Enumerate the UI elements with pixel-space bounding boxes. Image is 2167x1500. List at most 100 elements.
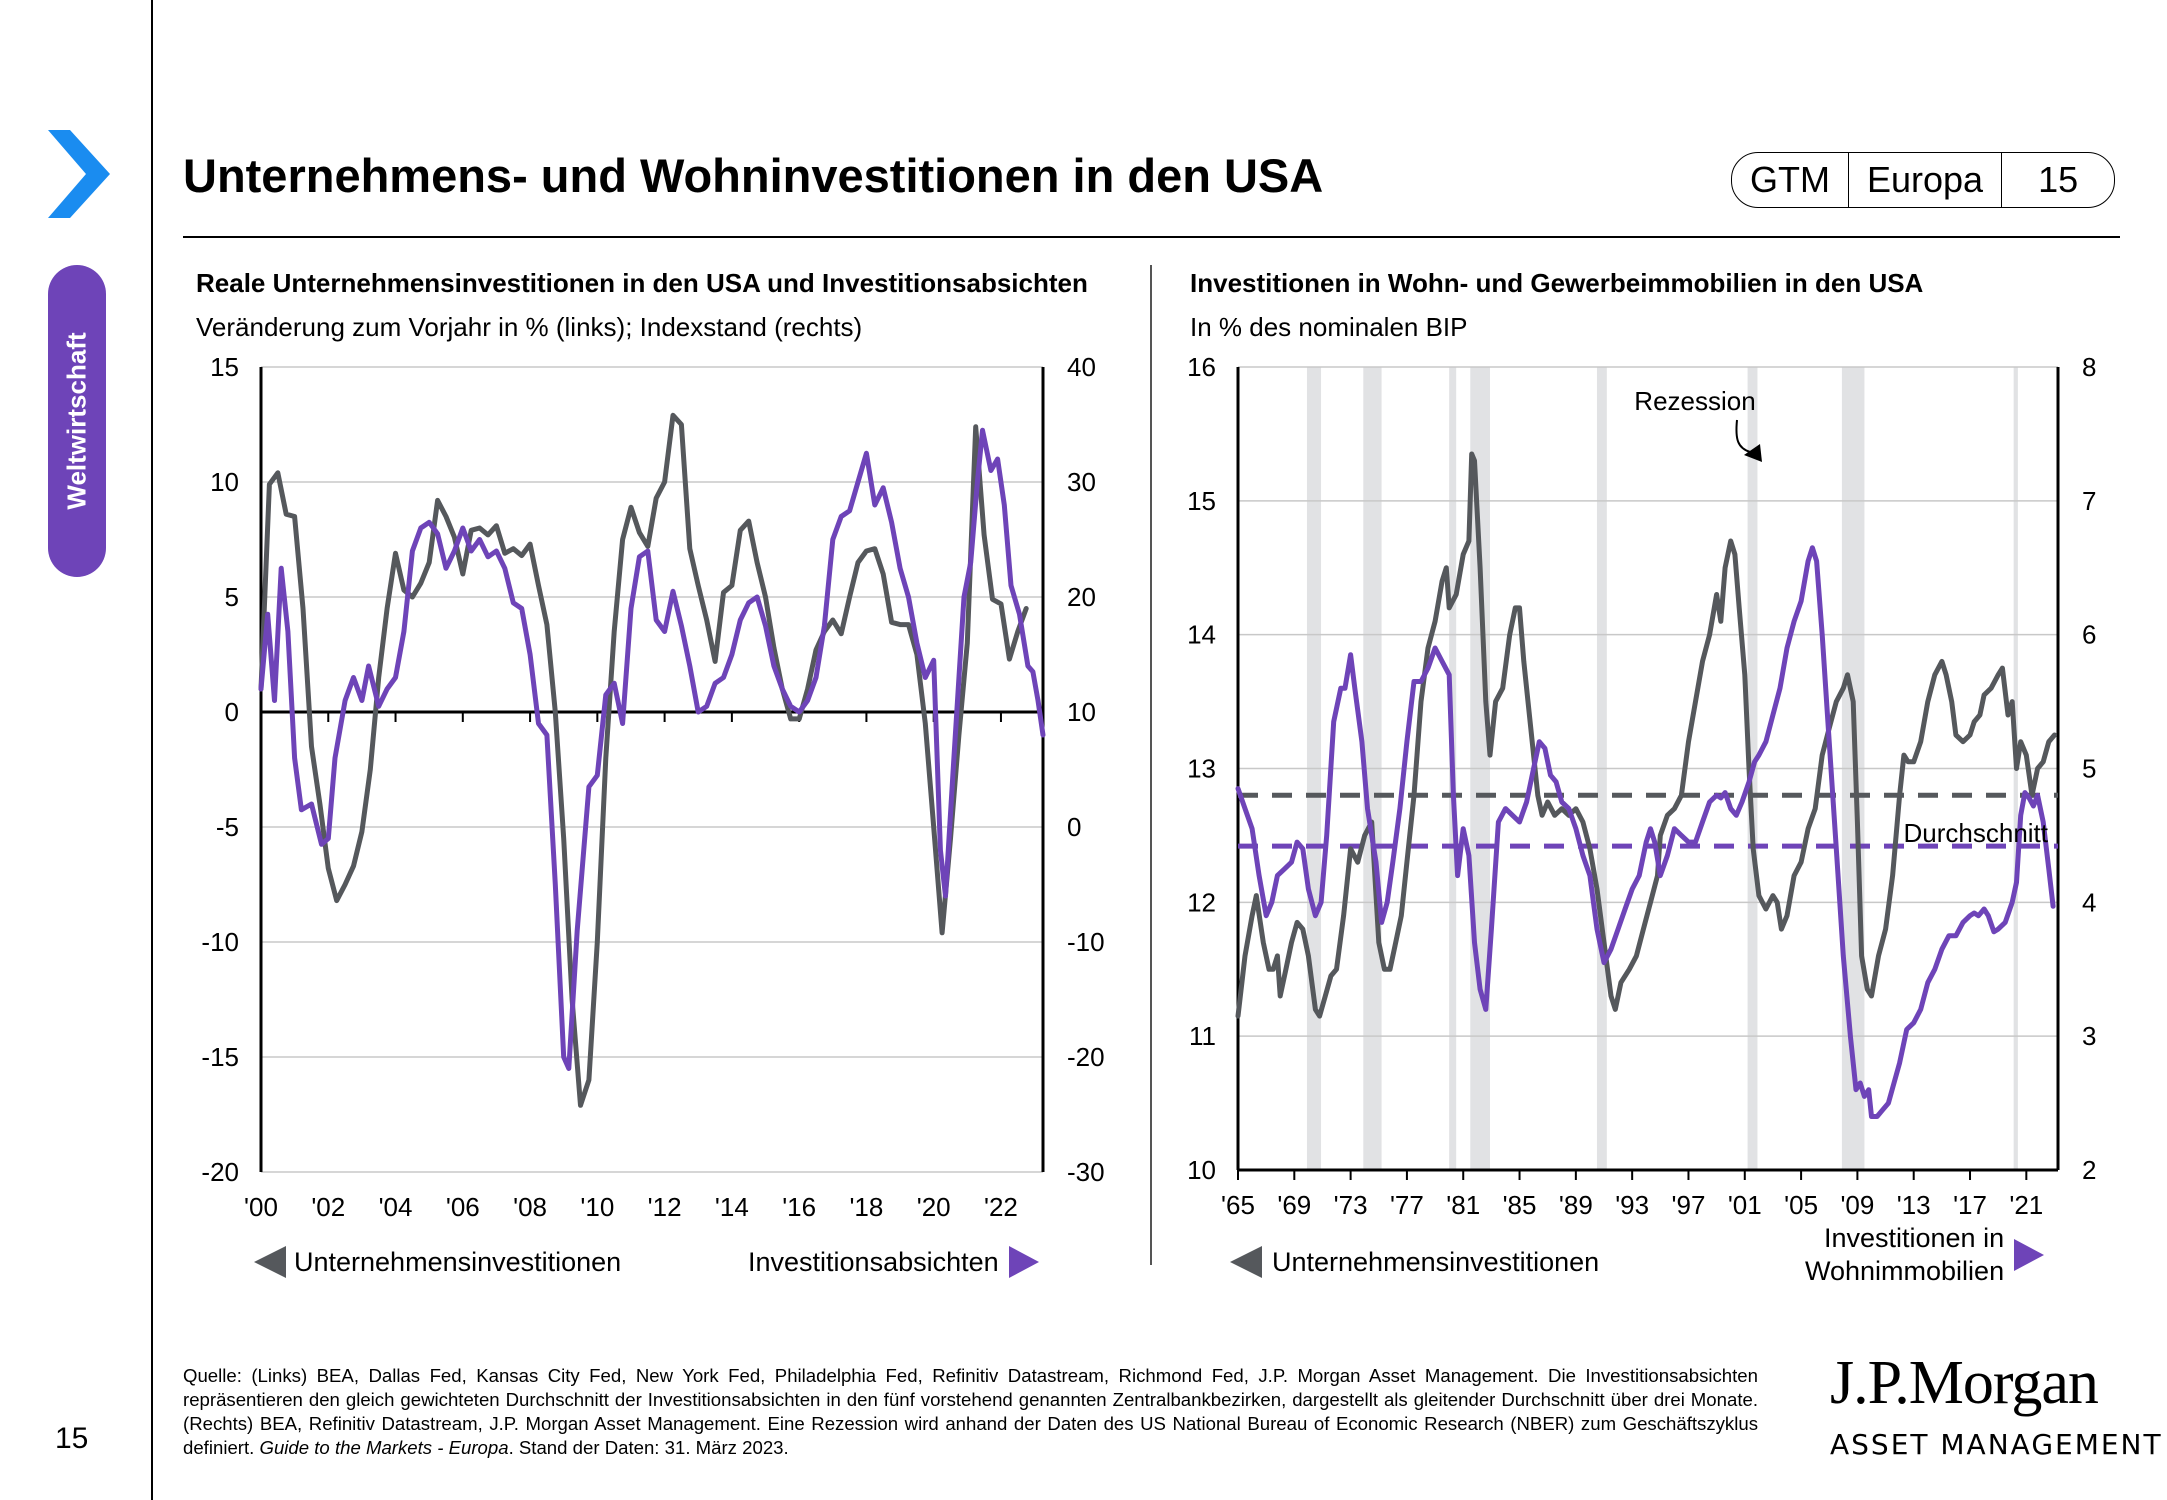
x-tick-label: '65 (1221, 1190, 1255, 1220)
legend-label: Investitionsabsichten (748, 1246, 999, 1277)
x-tick-label: '13 (1897, 1190, 1931, 1220)
y-left-tick-label: 13 (1187, 754, 1216, 784)
badge-region: Europa (1847, 153, 2001, 207)
x-tick-label: '97 (1672, 1190, 1706, 1220)
jpmorgan-logo: J.P.Morgan (1830, 1349, 2099, 1417)
title-rule (183, 236, 2120, 238)
right-legend-business: Unternehmensinvestitionen (1228, 1245, 1599, 1279)
x-tick-label: '06 (446, 1192, 480, 1222)
y-right-tick-label: -10 (1067, 927, 1105, 957)
y-left-tick-label: 15 (210, 352, 239, 382)
legend-label: Unternehmensinvestitionen (294, 1246, 622, 1277)
legend-label-line2: Wohnimmobilien (1805, 1256, 2005, 1286)
y-right-tick-label: 30 (1067, 467, 1096, 497)
x-tick-label: '69 (1277, 1190, 1311, 1220)
series-line-right-axis (1235, 545, 2056, 1119)
legend-label: Unternehmensinvestitionen (1272, 1246, 1600, 1277)
annotation-arrow-line (1735, 419, 1751, 453)
source-note: Quelle: (Links) BEA, Dallas Fed, Kansas … (183, 1364, 1758, 1460)
chevron-right-icon (48, 130, 110, 218)
x-tick-label: '81 (1446, 1190, 1480, 1220)
series-line-right-axis (258, 427, 1046, 1071)
asset-management-logo: ASSET MANAGEMENT (1830, 1428, 2163, 1461)
arrow-head-icon (1744, 444, 1762, 462)
gtm-badge: GTM Europa 15 (1731, 152, 2116, 208)
x-tick-label: '21 (2009, 1190, 2043, 1220)
page-number: 15 (55, 1422, 89, 1455)
badge-page: 15 (2001, 153, 2114, 207)
right-chart-subtitle: In % des nominalen BIP (1190, 312, 1468, 342)
x-tick-label: '10 (580, 1192, 614, 1222)
y-left-tick-label: -5 (216, 812, 239, 842)
y-right-tick-label: 40 (1067, 352, 1096, 382)
y-right-tick-label: 20 (1067, 582, 1096, 612)
y-right-tick-label: 2 (2082, 1155, 2096, 1185)
recession-annotation: Rezession (1634, 386, 1755, 416)
y-right-tick-label: 6 (2082, 620, 2096, 650)
y-right-tick-label: 5 (2082, 754, 2096, 784)
x-tick-label: '17 (1953, 1190, 1987, 1220)
page-title: Unternehmens- und Wohninvestitionen in d… (183, 149, 1324, 202)
section-tab[interactable]: Weltwirtschaft (48, 265, 106, 577)
left-legend-intentions: Investitionsabsichten (748, 1245, 1041, 1279)
y-left-tick-label: 11 (1189, 1021, 1216, 1051)
y-right-tick-label: 4 (2082, 887, 2096, 917)
y-right-tick-label: 3 (2082, 1021, 2096, 1051)
x-tick-label: '85 (1503, 1190, 1537, 1220)
triangle-right-icon (1008, 1246, 1039, 1278)
x-tick-label: '89 (1559, 1190, 1593, 1220)
y-left-tick-label: 12 (1187, 887, 1216, 917)
source-date: . Stand der Daten: 31. März 2023. (508, 1437, 789, 1458)
chart-divider (1150, 265, 1152, 1265)
left-chart-subtitle: Veränderung zum Vorjahr in % (links); In… (196, 312, 863, 342)
left-chart: -20 -15 -10 -5 0 5 10 15 -30 -20 -10 0 10 20 30 40 '00 '0… (201, 352, 1104, 1222)
x-tick-label: '01 (1728, 1190, 1762, 1220)
x-tick-label: '22 (984, 1192, 1018, 1222)
y-left-tick-label: 10 (1187, 1155, 1216, 1185)
legend-label-line1: Investitionen in (1823, 1223, 2005, 1253)
y-right-tick-label: 10 (1067, 697, 1096, 727)
triangle-right-icon (2014, 1239, 2045, 1271)
x-tick-label: '14 (715, 1192, 749, 1222)
x-tick-label: '12 (648, 1192, 682, 1222)
y-right-tick-label: -20 (1067, 1042, 1105, 1072)
x-tick-label: '20 (917, 1192, 951, 1222)
x-tick-label: '93 (1615, 1190, 1649, 1220)
x-tick-label: '16 (782, 1192, 816, 1222)
source-publication: Guide to the Markets - Europa (259, 1437, 509, 1458)
x-tick-label: '02 (311, 1192, 345, 1222)
right-legend-residential: Investitionen in Wohnimmobilien (1805, 1222, 2046, 1288)
y-left-tick-label: -15 (201, 1042, 239, 1072)
right-chart-title: Investitionen in Wohn- und Gewerbeimmobi… (1190, 268, 1924, 298)
y-left-tick-label: 16 (1187, 352, 1216, 382)
left-chart-title: Reale Unternehmensinvestitionen in den U… (196, 268, 1088, 298)
sidebar-divider (151, 0, 153, 1500)
x-tick-label: '00 (244, 1192, 278, 1222)
x-tick-label: '09 (1840, 1190, 1874, 1220)
y-left-tick-label: -20 (201, 1157, 239, 1187)
x-tick-label: '05 (1784, 1190, 1818, 1220)
right-chart: 10 11 12 13 14 15 16 2 3 4 5 6 7 8 '65 '69 '73 '77 '81 '85 '… (1187, 352, 2096, 1220)
left-legend-business: Unternehmensinvestitionen (252, 1245, 621, 1279)
series-line-left-axis (258, 412, 1029, 1108)
y-left-tick-label: 0 (225, 697, 239, 727)
y-right-tick-label: 7 (2082, 486, 2096, 516)
y-right-tick-label: -30 (1067, 1157, 1105, 1187)
x-tick-label: '08 (513, 1192, 547, 1222)
y-left-tick-label: 5 (225, 582, 239, 612)
badge-gtm: GTM (1750, 159, 1830, 200)
y-left-tick-label: 10 (210, 467, 239, 497)
y-right-tick-label: 8 (2082, 352, 2096, 382)
x-tick-label: '77 (1390, 1190, 1424, 1220)
y-left-tick-label: 14 (1187, 620, 1216, 650)
source-text: Quelle: (Links) BEA, Dallas Fed, Kansas … (183, 1365, 1758, 1458)
x-tick-label: '18 (849, 1192, 883, 1222)
triangle-left-icon (254, 1246, 286, 1278)
x-tick-label: '04 (379, 1192, 413, 1222)
y-left-tick-label: -10 (201, 927, 239, 957)
triangle-left-icon (1230, 1246, 1262, 1278)
average-annotation: Durchschnitt (1904, 818, 2049, 848)
y-left-tick-label: 15 (1187, 486, 1216, 516)
y-right-tick-label: 0 (1067, 812, 1081, 842)
